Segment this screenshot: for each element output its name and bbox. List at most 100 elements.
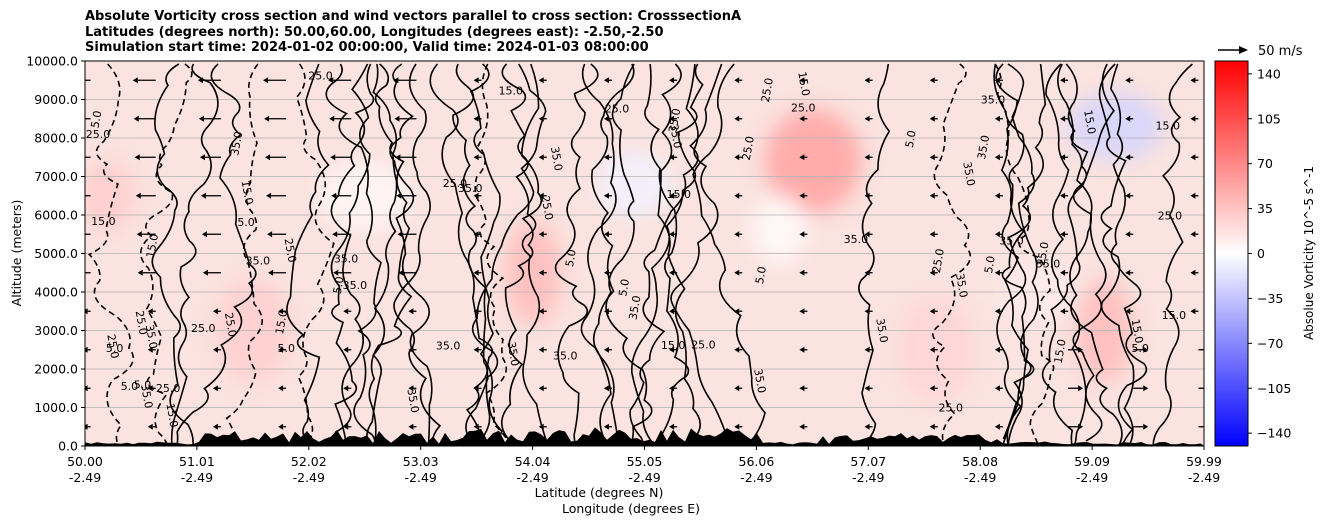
- y-tick-label: 0.0: [58, 439, 78, 454]
- contour-line: [605, 63, 653, 446]
- wind-arrowhead: [1060, 77, 1066, 84]
- contour-line: [591, 63, 635, 446]
- wind-arrowhead: [197, 77, 203, 84]
- contour-label: 5.0: [563, 248, 579, 267]
- contour-label: 5.0: [121, 380, 139, 393]
- wind-arrowhead: [734, 385, 740, 392]
- wind-arrowhead: [1143, 385, 1149, 392]
- wind-arrowhead: [929, 269, 935, 276]
- wind-arrowhead: [136, 231, 142, 238]
- wind-arrowhead: [137, 269, 143, 276]
- contour-line: [1152, 63, 1193, 446]
- wind-arrowhead: [147, 423, 153, 430]
- colorbar-tick-label: 35: [1257, 201, 1273, 216]
- wind-arrowhead: [603, 192, 609, 199]
- wind-arrowhead: [1078, 346, 1084, 353]
- wind-arrowhead: [864, 154, 870, 161]
- contour-label: 35.0: [975, 134, 992, 160]
- wind-arrowhead: [864, 346, 870, 353]
- contour-label: 25.0: [939, 401, 964, 414]
- wind-arrowhead: [1060, 231, 1066, 238]
- wind-arrowhead: [603, 346, 609, 353]
- field-patch: [317, 161, 414, 230]
- wind-arrowhead: [538, 115, 544, 122]
- wind-arrowhead: [929, 231, 935, 238]
- wind-arrowhead: [929, 385, 935, 392]
- wind-arrowhead: [538, 154, 544, 161]
- wind-arrowhead: [799, 77, 805, 84]
- wind-vectors: [70, 77, 1204, 430]
- wind-arrowhead: [994, 385, 1000, 392]
- wind-arrowhead: [1078, 385, 1084, 392]
- x-axis-label-lat: Latitude (degrees N): [535, 485, 664, 500]
- contour-line: [657, 63, 701, 443]
- contour-label: 15.0: [1155, 120, 1180, 133]
- x-tick-label-lat: 55.05: [627, 454, 663, 469]
- y-tick-label: 8000.0: [34, 131, 78, 146]
- wind-arrowhead: [200, 192, 206, 199]
- y-tick-label: 9000.0: [34, 92, 78, 107]
- wind-arrowhead: [333, 269, 339, 276]
- contour-label: 25.0: [156, 382, 181, 395]
- x-tick-label-lon: -2.49: [69, 470, 101, 485]
- contour-label: 25.0: [1158, 209, 1183, 222]
- wind-arrowhead: [1190, 231, 1196, 238]
- wind-arrowhead: [864, 423, 870, 430]
- wind-arrowhead: [1143, 423, 1149, 430]
- contour-label: 35.0: [751, 368, 768, 394]
- x-tick-label-lat: 51.01: [179, 454, 215, 469]
- wind-arrowhead: [669, 423, 675, 430]
- plot-area: 5.05.035.015.015.015.025.015.035.015.025…: [70, 60, 1205, 447]
- wind-arrowhead: [212, 346, 218, 353]
- x-tick-label-lat: 53.03: [403, 454, 439, 469]
- contour-label: 15.0: [1035, 241, 1052, 267]
- contour-line: [994, 63, 1055, 446]
- wind-arrowhead: [929, 423, 935, 430]
- wind-arrowhead: [198, 115, 204, 122]
- wind-arrowhead: [134, 154, 140, 161]
- contour-label: 25.0: [443, 177, 468, 190]
- field-patch: [595, 150, 672, 219]
- x-tick-label-lon: -2.49: [628, 470, 660, 485]
- axes: 0.0 1000.0 2000.0 3000.0 4000.0 5000.0 6000.0 7…: [26, 54, 1222, 486]
- contour-label: 25.0: [104, 333, 121, 359]
- wind-arrowhead: [669, 115, 675, 122]
- contour-label: 5.0: [278, 342, 296, 355]
- contour-line: [368, 63, 413, 442]
- contour-label: 15.0: [163, 402, 180, 428]
- wind-arrowhead: [1190, 308, 1196, 315]
- wind-arrowhead: [538, 423, 544, 430]
- wind-arrowhead: [473, 385, 479, 392]
- contour-line: [644, 63, 690, 442]
- colorbar: 140 105 70 35 0 −35 −70 −105 −140 Absolue Vortic…: [1214, 60, 1316, 447]
- wind-arrowhead: [994, 115, 1000, 122]
- wind-arrowhead: [1060, 192, 1066, 199]
- contour-line: [330, 63, 371, 446]
- wind-arrowhead: [799, 385, 805, 392]
- wind-arrowhead: [331, 192, 337, 199]
- wind-arrowhead: [994, 154, 1000, 161]
- contour-label: 35.0: [436, 339, 461, 352]
- wind-arrowhead: [603, 385, 609, 392]
- x-tick-label-lat: 57.07: [850, 454, 886, 469]
- field-patch: [1067, 92, 1164, 161]
- contour-label: 35.0: [458, 182, 483, 195]
- wind-arrowhead: [278, 346, 284, 353]
- contour-label: 25.0: [740, 135, 757, 161]
- wind-arrowhead: [70, 154, 75, 160]
- field-patch: [765, 109, 862, 214]
- wind-arrowhead: [395, 154, 401, 161]
- wind-arrowhead: [603, 77, 609, 84]
- wind-arrowhead: [669, 346, 675, 353]
- wind-arrowhead: [734, 231, 740, 238]
- wind-arrowhead: [1060, 308, 1066, 315]
- wind-arrowhead: [1190, 77, 1196, 84]
- contour-label: 25.0: [691, 339, 716, 352]
- wind-arrowhead: [264, 115, 270, 122]
- wind-arrowhead: [734, 77, 740, 84]
- contour-label: 35.0: [548, 146, 565, 172]
- contour-label: 35.0: [334, 253, 359, 266]
- field-patch: [751, 196, 808, 265]
- contour-label: 5.0: [616, 278, 632, 297]
- contour-label: 35.0: [981, 94, 1006, 107]
